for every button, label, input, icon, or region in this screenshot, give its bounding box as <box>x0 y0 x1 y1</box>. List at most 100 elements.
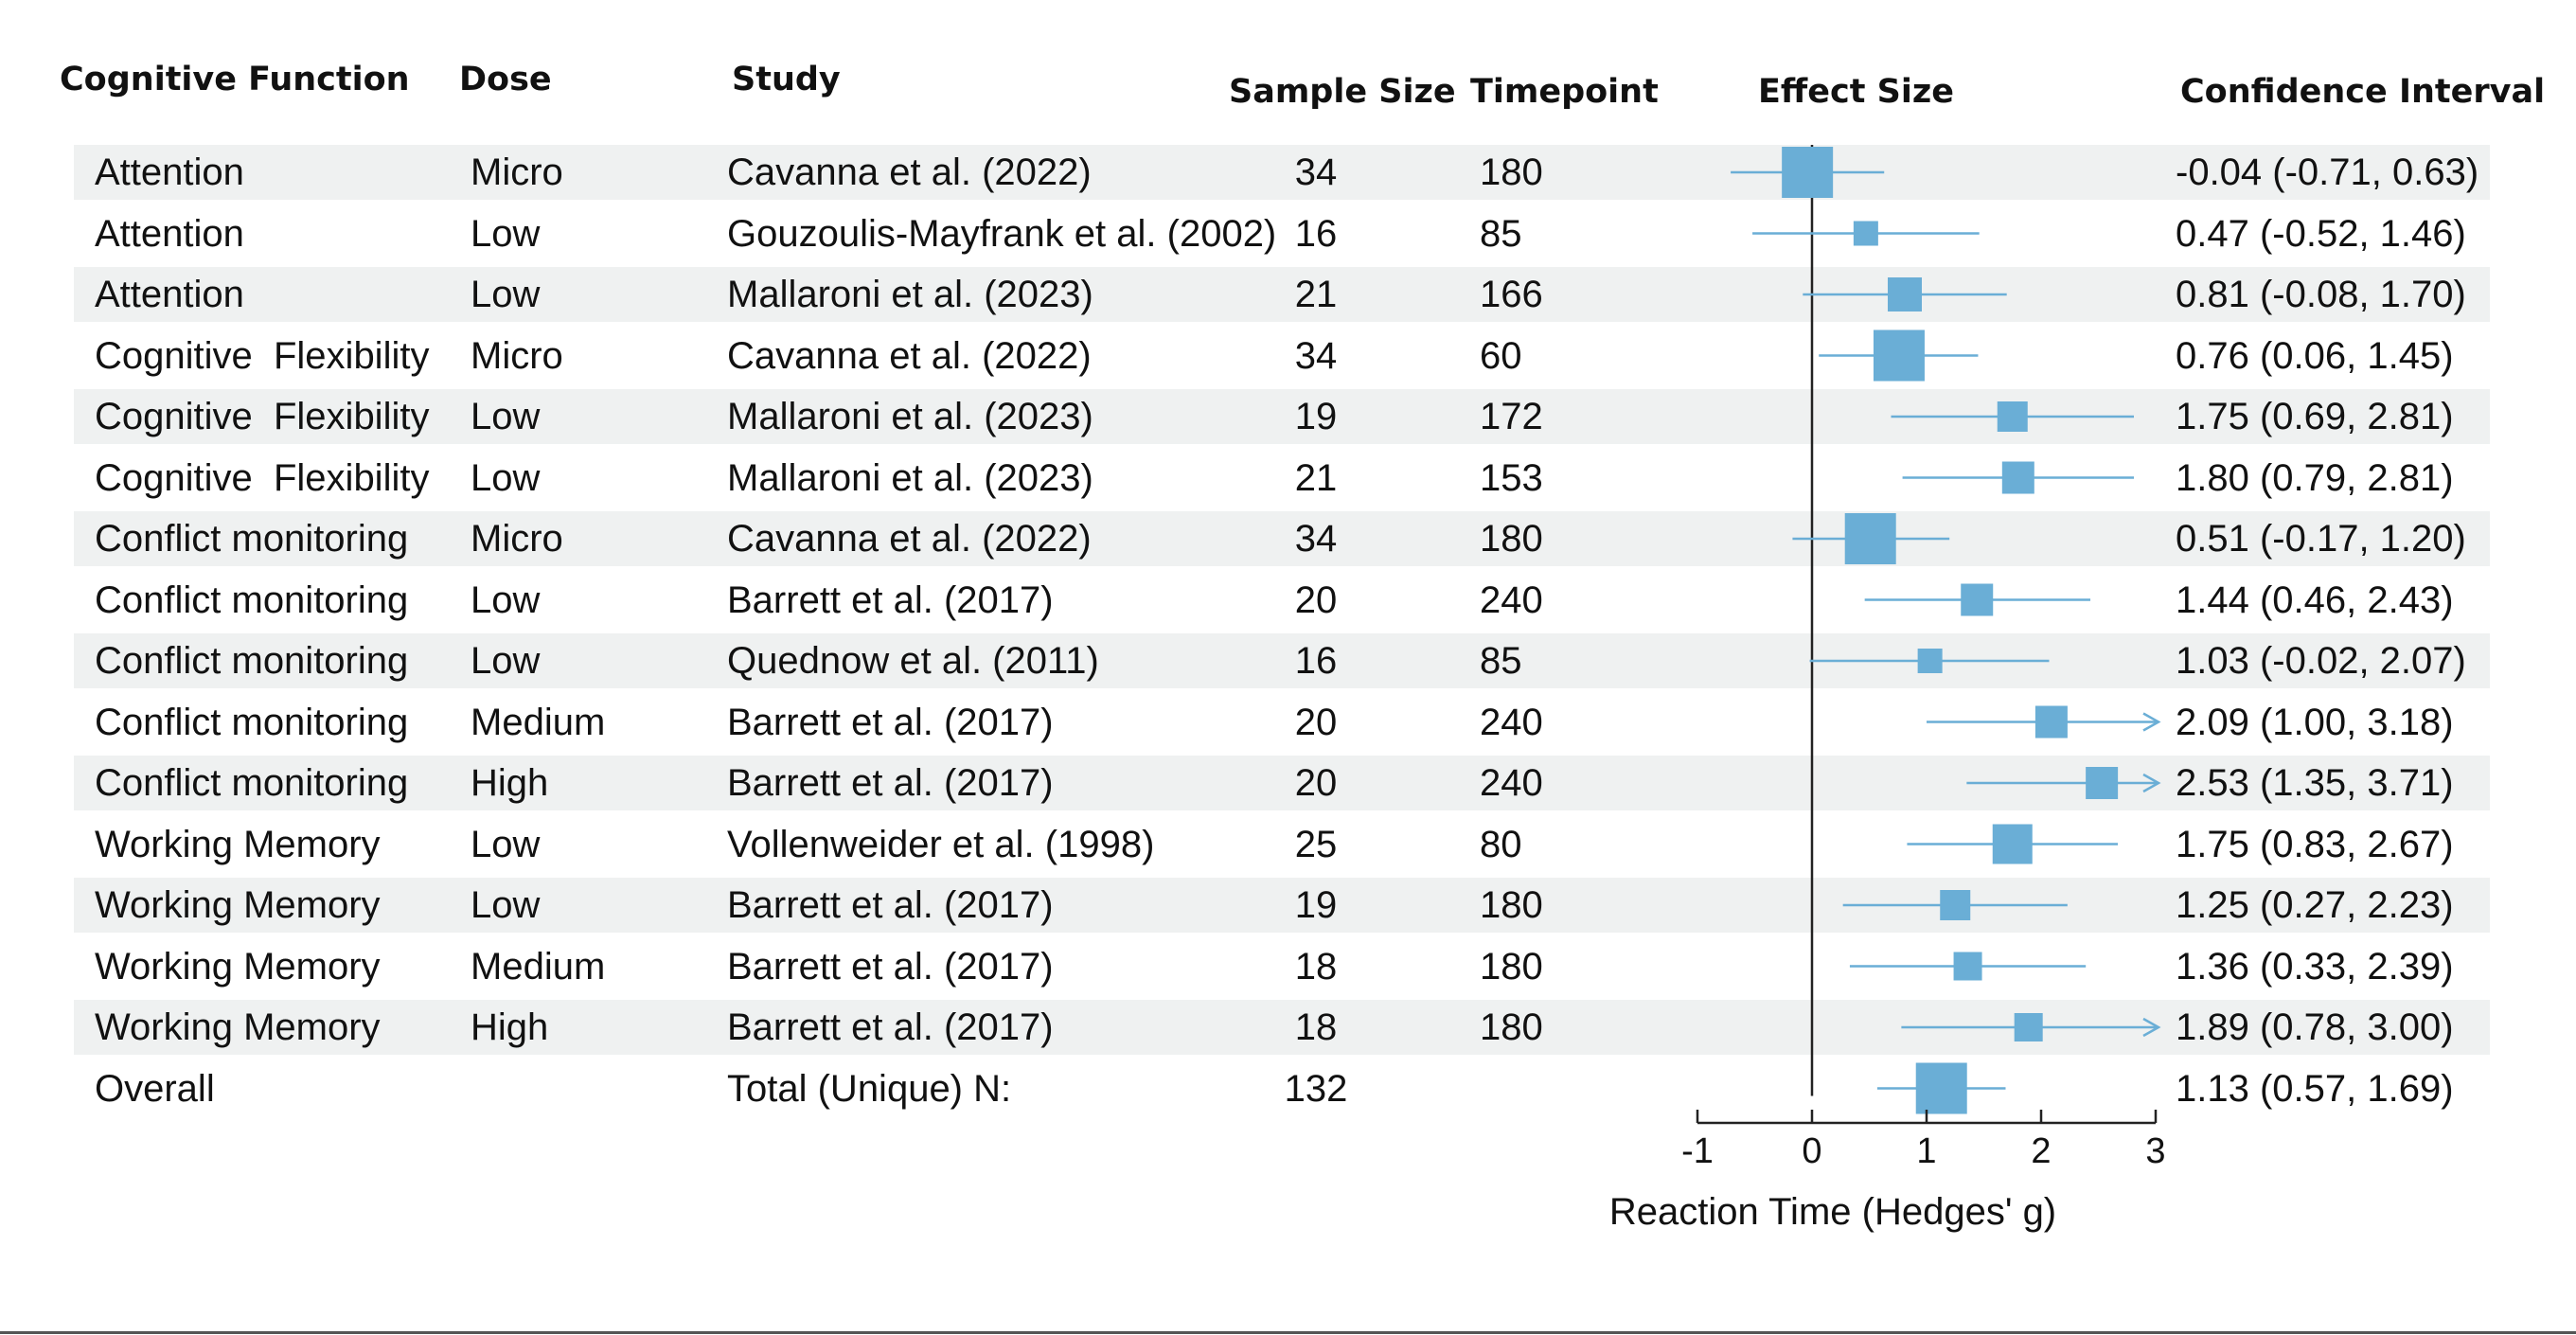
cell-timepoint: 240 <box>1480 701 1543 743</box>
cell-cognitive-function: Cognitive Flexibility <box>95 396 430 437</box>
header-confidence-interval: Confidence Interval <box>2180 73 2546 111</box>
effect-marker <box>1888 277 1923 312</box>
cell-confidence-interval: 0.47 (-0.52, 1.46) <box>2176 212 2466 255</box>
cell-dose: Low <box>471 578 541 621</box>
cell-cognitive-function: Working Memory <box>95 823 381 865</box>
cell-dose: Micro <box>471 518 563 560</box>
cell-study: Mallaroni et al. (2023) <box>727 396 1093 437</box>
cell-confidence-interval: -0.04 (-0.71, 0.63) <box>2176 151 2479 193</box>
effect-marker <box>2014 1013 2043 1041</box>
cell-study: Total (Unique) N: <box>727 1067 1012 1110</box>
cell-timepoint: 153 <box>1480 456 1543 499</box>
cell-timepoint: 60 <box>1480 334 1522 377</box>
cell-timepoint: 166 <box>1480 274 1543 315</box>
effect-marker <box>1782 147 1834 198</box>
effect-marker <box>1917 649 1943 673</box>
cell-cognitive-function: Conflict monitoring <box>95 701 409 743</box>
cell-cognitive-function: Attention <box>95 274 244 315</box>
cell-dose: High <box>471 762 549 804</box>
cell-sample-size: 21 <box>1294 456 1338 499</box>
cell-study: Barrett et al. (2017) <box>727 945 1054 988</box>
row-band <box>74 267 2490 322</box>
cell-confidence-interval: 1.44 (0.46, 2.43) <box>2176 578 2454 621</box>
cell-cognitive-function: Overall <box>95 1067 215 1110</box>
cell-confidence-interval: 1.89 (0.78, 3.00) <box>2176 1006 2454 1048</box>
header-cognitive-function: Cognitive Function <box>60 61 410 98</box>
cell-study: Barrett et al. (2017) <box>727 701 1054 743</box>
cell-study: Cavanna et al. (2022) <box>727 518 1092 560</box>
cell-study: Gouzoulis-Mayfrank et al. (2002) <box>727 212 1277 255</box>
effect-marker <box>1844 513 1896 564</box>
cell-confidence-interval: 0.51 (-0.17, 1.20) <box>2176 518 2466 560</box>
x-axis-title: Reaction Time (Hedges' g) <box>1609 1191 2056 1233</box>
cell-sample-size: 20 <box>1294 578 1338 621</box>
cell-timepoint: 172 <box>1480 396 1543 437</box>
cell-timepoint: 180 <box>1480 518 1543 560</box>
cell-confidence-interval: 1.03 (-0.02, 2.07) <box>2176 640 2466 682</box>
cell-cognitive-function: Conflict monitoring <box>95 578 409 621</box>
cell-confidence-interval: 1.13 (0.57, 1.69) <box>2176 1067 2454 1110</box>
cell-sample-size: 19 <box>1294 884 1338 926</box>
cell-timepoint: 80 <box>1480 823 1522 865</box>
header-effect-size: Effect Size <box>1758 73 1954 111</box>
x-tick-label: 1 <box>1916 1131 1936 1171</box>
x-tick-label: 0 <box>1802 1131 1821 1171</box>
cell-sample-size: 25 <box>1294 823 1338 865</box>
effect-marker <box>2001 461 2034 494</box>
cell-sample-size: 20 <box>1294 701 1338 743</box>
effect-marker <box>1953 952 1982 981</box>
cell-sample-size: 34 <box>1294 151 1338 193</box>
cell-timepoint: 85 <box>1480 212 1522 255</box>
row-band <box>74 145 2490 200</box>
cell-cognitive-function: Cognitive Flexibility <box>95 334 430 377</box>
cell-study: Quednow et al. (2011) <box>727 640 1099 682</box>
cell-cognitive-function: Cognitive Flexibility <box>95 456 430 499</box>
header-sample-size: Sample Size <box>1229 73 1456 111</box>
cell-study: Mallaroni et al. (2023) <box>727 456 1093 499</box>
effect-marker <box>1992 824 2033 864</box>
effect-marker <box>1915 1062 1967 1114</box>
x-tick-label: -1 <box>1681 1131 1714 1171</box>
cell-confidence-interval: 0.81 (-0.08, 1.70) <box>2176 274 2466 315</box>
cell-confidence-interval: 1.36 (0.33, 2.39) <box>2176 945 2454 988</box>
cell-sample-size: 16 <box>1294 640 1338 682</box>
cell-sample-size: 18 <box>1294 945 1338 988</box>
cell-confidence-interval: 1.75 (0.69, 2.81) <box>2176 396 2454 437</box>
cell-cognitive-function: Conflict monitoring <box>95 640 409 682</box>
x-tick-label: 2 <box>2031 1131 2051 1171</box>
effect-marker <box>2034 705 2068 739</box>
cell-confidence-interval: 2.53 (1.35, 3.71) <box>2176 762 2454 804</box>
x-tick-label: 3 <box>2145 1131 2165 1171</box>
cell-dose: Low <box>471 274 541 315</box>
cell-dose: Low <box>471 456 541 499</box>
cell-confidence-interval: 0.76 (0.06, 1.45) <box>2176 334 2454 377</box>
cell-study: Mallaroni et al. (2023) <box>727 274 1093 315</box>
cell-dose: Micro <box>471 151 563 193</box>
bottom-rule <box>0 1331 2576 1334</box>
effect-marker <box>1997 401 2028 432</box>
cell-sample-size: 18 <box>1294 1006 1338 1048</box>
cell-timepoint: 180 <box>1480 945 1543 988</box>
row-band <box>74 633 2490 688</box>
cell-dose: Low <box>471 884 541 926</box>
ci-arrow <box>2142 773 2161 793</box>
cell-confidence-interval: 1.80 (0.79, 2.81) <box>2176 456 2454 499</box>
effect-marker <box>1961 583 1994 616</box>
cell-cognitive-function: Working Memory <box>95 945 381 988</box>
cell-dose: Low <box>471 212 541 255</box>
cell-study: Cavanna et al. (2022) <box>727 334 1092 377</box>
row-band <box>74 878 2490 933</box>
cell-sample-size: 20 <box>1294 762 1338 804</box>
cell-timepoint: 180 <box>1480 151 1543 193</box>
effect-marker <box>1940 890 1971 920</box>
cell-sample-size: 34 <box>1294 518 1338 560</box>
effect-marker <box>1853 221 1878 246</box>
cell-dose: Medium <box>471 945 606 988</box>
cell-confidence-interval: 1.75 (0.83, 2.67) <box>2176 823 2454 865</box>
cell-study: Barrett et al. (2017) <box>727 1006 1054 1048</box>
cell-study: Vollenweider et al. (1998) <box>727 823 1155 865</box>
header-study: Study <box>732 61 841 98</box>
cell-timepoint: 240 <box>1480 762 1543 804</box>
